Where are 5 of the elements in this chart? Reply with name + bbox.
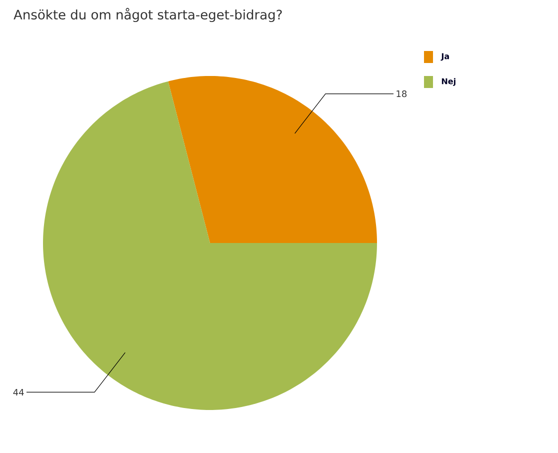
data-label: 18 [396, 90, 407, 98]
chart-title: Ansökte du om något starta-eget-bidrag? [14, 8, 282, 22]
legend-label: Ja [440, 53, 449, 61]
legend-label: Nej [442, 78, 456, 86]
data-label: 44 [13, 388, 24, 396]
